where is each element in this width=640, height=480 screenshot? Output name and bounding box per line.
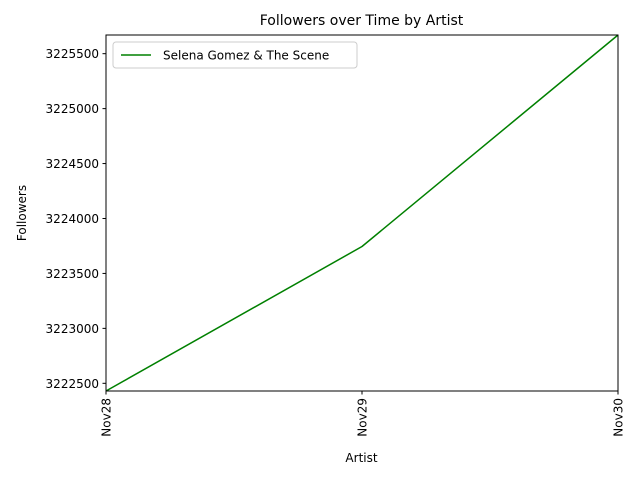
- y-tick-label: 3224000: [46, 212, 99, 226]
- y-axis-label: Followers: [15, 185, 29, 241]
- plot-area: 3222500 3223000 3223500 3224000 3224500 32250…: [46, 34, 626, 437]
- legend: Selena Gomez & The Scene: [112, 41, 358, 69]
- y-tick-label: 3224500: [46, 157, 99, 171]
- x-tick-label: Nov29: [356, 398, 370, 437]
- y-tick-label: 3225000: [46, 102, 99, 116]
- y-tick-label: 3222500: [46, 377, 99, 391]
- y-tick-label: 3225500: [46, 47, 99, 61]
- y-tick-label: 3223500: [46, 267, 99, 281]
- x-tick-label: Nov28: [100, 398, 114, 437]
- legend-box: [112, 41, 358, 69]
- legend-entry-label: Selena Gomez & The Scene: [163, 49, 329, 63]
- series-line-0: [105, 34, 619, 392]
- x-tick-label: Nov30: [612, 398, 626, 437]
- x-axis-label: Artist: [345, 451, 377, 465]
- chart-title: Followers over Time by Artist: [260, 13, 464, 29]
- y-tick-label: 3223000: [46, 322, 99, 336]
